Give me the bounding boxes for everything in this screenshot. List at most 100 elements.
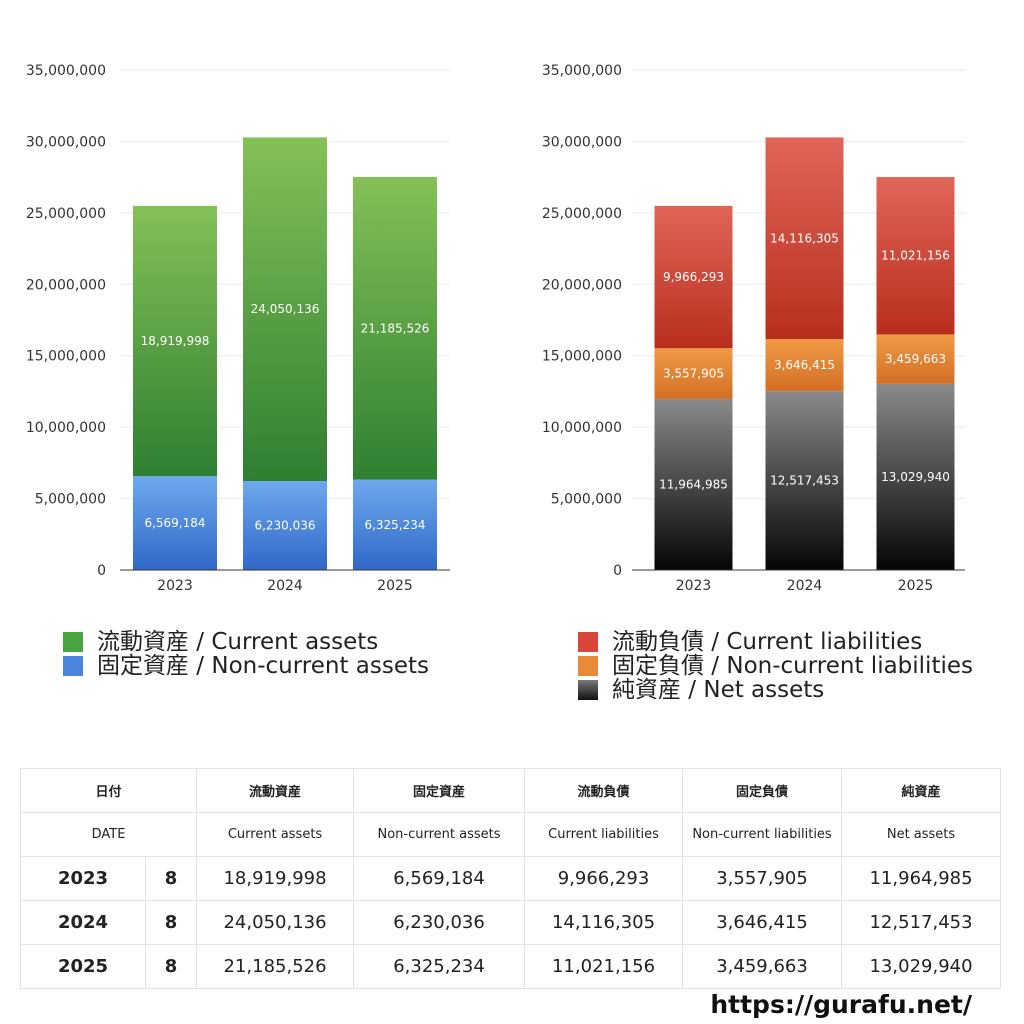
y-tick-label: 5,000,000: [35, 492, 106, 508]
count-cell: 8: [144, 900, 198, 945]
y-tick-label: 30,000,000: [26, 134, 106, 150]
y-tick-label: 25,000,000: [26, 206, 106, 222]
bar-value-label: 18,919,998: [141, 334, 210, 348]
value-cell: 3,646,415: [682, 900, 843, 945]
table-header-row: 日付 流動資産 固定資産 流動負債 固定負債 純資産: [19, 768, 1002, 813]
legend-label: 純資産 / Net assets: [612, 677, 825, 703]
value-cell: 11,021,156: [524, 944, 684, 989]
bar-segment: [654, 205, 733, 349]
table-row: 2023 8 18,919,998 6,569,184 9,966,293 3,…: [20, 856, 1002, 901]
x-tick-label: 2025: [898, 578, 934, 594]
legend-item: 固定資産 / Non-current assets: [63, 654, 429, 678]
bar-value-label: 9,966,293: [663, 270, 724, 284]
bar-value-label: 3,646,415: [774, 358, 835, 372]
y-tick-label: 35,000,000: [26, 63, 106, 79]
legend-label: 流動資産 / Current assets: [97, 629, 379, 655]
value-cell: 12,517,453: [841, 900, 1002, 945]
balance-table: 日付 流動資産 固定資産 流動負債 固定負債 純資産 DATE Current …: [19, 768, 1002, 989]
y-tick-label: 5,000,000: [551, 492, 622, 508]
y-tick-label: 15,000,000: [542, 349, 622, 365]
bar-segment: [353, 479, 437, 570]
legend-swatch-non-current-assets: [63, 656, 83, 676]
bar-value-label: 21,185,526: [361, 321, 430, 335]
y-tick-label: 25,000,000: [542, 206, 622, 222]
table-header-cell: Net assets: [841, 812, 1002, 857]
value-cell: 21,185,526: [196, 944, 355, 989]
table-header-cell: 固定負債: [682, 768, 843, 813]
x-tick-label: 2023: [676, 578, 712, 594]
y-tick-label: 20,000,000: [26, 277, 106, 293]
x-tick-label: 2023: [157, 578, 193, 594]
liabilities-chart: 0 5,000,000 10,000,000 15,000,000 20,000,000…: [542, 63, 965, 594]
liabilities-legend: 流動負債 / Current liabilities 固定負債 / Non-cu…: [578, 630, 973, 702]
value-cell: 6,325,234: [353, 944, 526, 989]
y-tick-label: 20,000,000: [542, 277, 622, 293]
table-header-cell: DATE: [19, 812, 198, 857]
bar-segment: [765, 391, 844, 570]
year-cell: 2024: [20, 900, 146, 945]
bar-segment: [876, 383, 955, 570]
y-tick-label: 15,000,000: [26, 349, 106, 365]
legend-swatch-current-assets: [63, 632, 83, 652]
table-header-cell: Current liabilities: [524, 812, 684, 857]
bar-segment: [133, 476, 217, 570]
bar-value-label: 12,517,453: [770, 474, 839, 488]
legend-label: 固定負債 / Non-current liabilities: [612, 653, 973, 679]
bar-segment: [654, 348, 733, 400]
bar-segment: [243, 137, 327, 481]
legend-swatch-current-liabilities: [578, 632, 598, 652]
bar-segment: [765, 339, 844, 392]
table-header-cell: 純資産: [841, 768, 1002, 813]
value-cell: 9,966,293: [524, 856, 684, 901]
value-cell: 18,919,998: [196, 856, 355, 901]
table-row: 2024 8 24,050,136 6,230,036 14,116,305 3…: [20, 900, 1002, 945]
bar-segment: [654, 399, 733, 570]
site-url[interactable]: https://gurafu.net/: [710, 990, 972, 1019]
table-header-cell: 流動資産: [196, 768, 355, 813]
legend-item: 流動資産 / Current assets: [63, 630, 429, 654]
table-subheader-row: DATE Current assets Non-current assets C…: [19, 812, 1002, 857]
bar-segment: [353, 176, 437, 480]
y-tick-label: 35,000,000: [542, 63, 622, 79]
legend-item: 流動負債 / Current liabilities: [578, 630, 973, 654]
legend-label: 固定資産 / Non-current assets: [97, 653, 430, 679]
bar-value-label: 3,459,663: [885, 352, 946, 366]
assets-legend: 流動資産 / Current assets 固定資産 / Non-current…: [63, 630, 429, 678]
y-tick-label: 30,000,000: [542, 134, 622, 150]
bar-value-label: 11,964,985: [659, 478, 728, 492]
value-cell: 6,230,036: [353, 900, 526, 945]
legend-item: 純資産 / Net assets: [578, 678, 973, 702]
bar-value-label: 13,029,940: [881, 470, 950, 484]
bar-value-label: 11,021,156: [881, 249, 950, 263]
value-cell: 11,964,985: [841, 856, 1002, 901]
bar-value-label: 6,230,036: [254, 518, 315, 532]
x-tick-label: 2024: [787, 578, 823, 594]
bar-segment: [765, 137, 844, 340]
legend-swatch-net-assets: [578, 680, 598, 700]
value-cell: 14,116,305: [524, 900, 684, 945]
x-tick-label: 2024: [267, 578, 303, 594]
value-cell: 6,569,184: [353, 856, 526, 901]
y-tick-label: 0: [613, 563, 622, 579]
table-header-cell: Non-current liabilities: [682, 812, 843, 857]
y-tick-label: 0: [97, 563, 106, 579]
table-header-cell: 日付: [19, 768, 198, 813]
y-tick-label: 10,000,000: [26, 420, 106, 436]
bar-value-label: 6,569,184: [144, 516, 205, 530]
legend-swatch-non-current-liabilities: [578, 656, 598, 676]
table-header-cell: Non-current assets: [353, 812, 526, 857]
table-header-cell: 流動負債: [524, 768, 684, 813]
bar-value-label: 24,050,136: [251, 302, 320, 316]
value-cell: 13,029,940: [841, 944, 1002, 989]
table-header-cell: Current assets: [196, 812, 355, 857]
count-cell: 8: [144, 944, 198, 989]
bar-value-label: 6,325,234: [364, 518, 425, 532]
year-cell: 2023: [20, 856, 146, 901]
legend-item: 固定負債 / Non-current liabilities: [578, 654, 973, 678]
bar-value-label: 3,557,905: [663, 367, 724, 381]
value-cell: 3,459,663: [682, 944, 843, 989]
count-cell: 8: [144, 856, 198, 901]
bar-segment: [243, 480, 327, 570]
x-tick-label: 2025: [377, 578, 413, 594]
table-row: 2025 8 21,185,526 6,325,234 11,021,156 3…: [20, 944, 1002, 989]
